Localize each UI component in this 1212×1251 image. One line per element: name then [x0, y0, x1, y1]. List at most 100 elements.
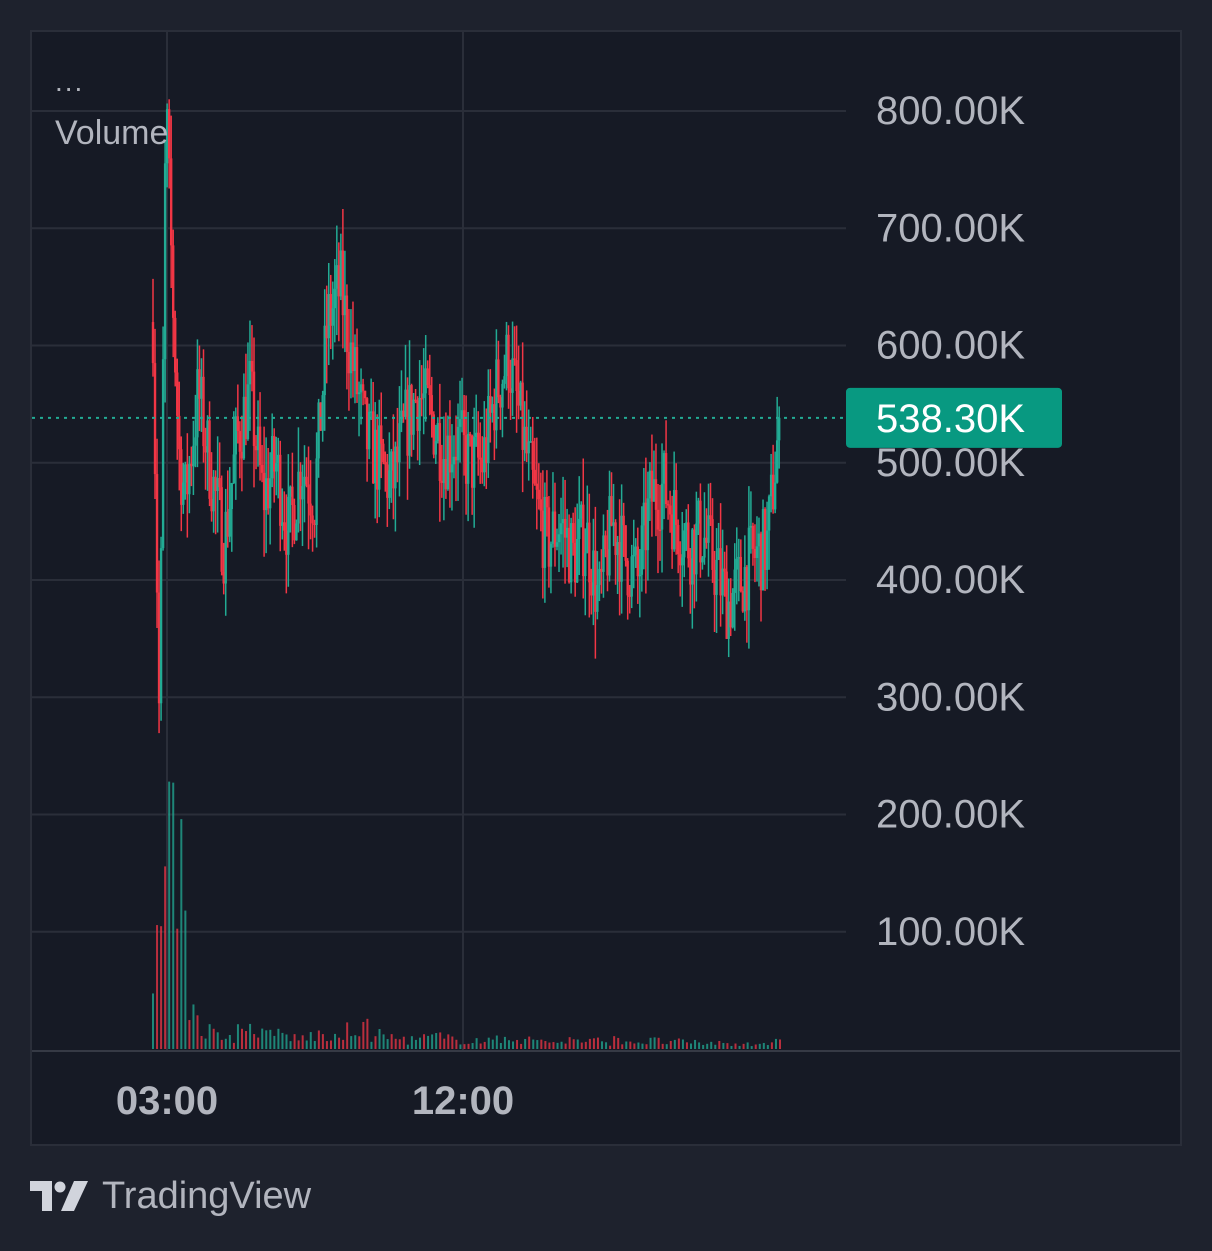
candle-body: [739, 556, 743, 592]
legend-volume-label[interactable]: Volume: [55, 114, 169, 152]
legend-menu-button[interactable]: ...: [55, 66, 85, 97]
candle-body: [674, 490, 678, 525]
volume-bar: [354, 1035, 357, 1049]
volume-bar: [714, 1044, 717, 1049]
volume-bar: [770, 1042, 773, 1049]
candle-body: [167, 109, 171, 159]
volume-bar: [507, 1040, 510, 1049]
candle-body: [359, 384, 363, 393]
candle-body: [236, 416, 240, 432]
tradingview-branding[interactable]: TradingView: [30, 1174, 311, 1218]
x-tick-label: 12:00: [412, 1079, 514, 1123]
candle-body: [584, 552, 587, 577]
candle-body: [505, 334, 508, 377]
candle-body: [347, 351, 351, 374]
volume-bar: [168, 781, 171, 1049]
candle-body: [709, 515, 712, 520]
candle-body: [184, 464, 187, 483]
candle-body: [658, 529, 662, 532]
candle-body: [303, 476, 306, 487]
candle-body: [573, 542, 577, 583]
candle-body: [745, 567, 749, 611]
candle-body: [751, 525, 755, 549]
candle-body: [202, 376, 205, 447]
volume-bar: [370, 1041, 373, 1049]
volume-bar: [317, 1030, 320, 1049]
candle-body: [701, 557, 704, 563]
candle-body: [707, 515, 710, 543]
volume-bar: [471, 1043, 474, 1049]
candle-body: [753, 548, 757, 558]
candle-body: [695, 523, 698, 575]
candle-body: [626, 560, 629, 596]
volume-bar: [572, 1039, 575, 1049]
candle-body: [367, 411, 371, 450]
candle-body: [557, 534, 561, 543]
candle-body: [155, 474, 159, 593]
candle-body: [272, 436, 276, 472]
candle-body: [727, 601, 730, 639]
candle-body: [414, 399, 417, 402]
volume-bar: [245, 1031, 248, 1049]
volume-bar: [524, 1038, 527, 1049]
candle-body: [165, 109, 169, 164]
volume-bar: [257, 1037, 260, 1049]
candle-body: [373, 429, 377, 484]
candle-body: [151, 322, 155, 364]
volume-bar: [232, 1042, 235, 1049]
candle-body: [559, 523, 563, 535]
volume-bar: [746, 1042, 749, 1049]
candle-body: [731, 592, 734, 628]
candle-body: [285, 530, 288, 555]
candle-body: [729, 601, 732, 628]
candle-body: [765, 530, 769, 570]
volume-bar: [305, 1040, 308, 1049]
candle-body: [384, 462, 387, 465]
candle-body: [509, 388, 512, 393]
candle-body: [543, 496, 547, 568]
y-tick-label: 500.00K: [876, 441, 1025, 485]
candle-body: [252, 371, 256, 447]
candle-body: [519, 382, 522, 406]
volume-bar: [398, 1039, 401, 1049]
candle-body: [493, 404, 496, 431]
candle-body: [757, 533, 761, 547]
candle-body: [230, 483, 233, 510]
candle-body: [254, 446, 258, 451]
candle-body: [763, 509, 767, 570]
candle-body: [319, 402, 322, 431]
candle-body: [485, 437, 488, 464]
candle-body: [178, 415, 181, 450]
candle-body: [462, 410, 466, 436]
volume-bar: [475, 1038, 478, 1049]
volume-bar: [645, 1044, 648, 1049]
candle-body: [210, 498, 213, 512]
candle-body: [648, 470, 652, 499]
candle-body: [307, 484, 310, 504]
candle-body: [216, 478, 219, 492]
candle-body: [161, 359, 165, 549]
volume-bar: [512, 1041, 515, 1049]
candle-body: [192, 445, 195, 467]
candle-body: [444, 459, 448, 490]
candle-body: [345, 295, 349, 352]
volume-bar: [564, 1043, 567, 1049]
volume-bar: [334, 1033, 337, 1049]
candle-body: [171, 245, 175, 318]
candle-body: [705, 537, 708, 543]
candle-body: [523, 426, 526, 450]
candle-body: [260, 464, 264, 473]
candle-body: [246, 384, 250, 440]
candle-body: [527, 441, 530, 454]
volume-bar: [633, 1043, 636, 1049]
candle-body: [266, 478, 270, 509]
candle-body: [440, 480, 444, 483]
candle-body: [501, 383, 504, 408]
candle-body: [371, 411, 375, 484]
candle-body: [382, 443, 385, 463]
candle-body: [430, 395, 433, 415]
candle-body: [299, 471, 302, 500]
volume-bar: [588, 1038, 591, 1049]
candle-body: [703, 537, 706, 558]
